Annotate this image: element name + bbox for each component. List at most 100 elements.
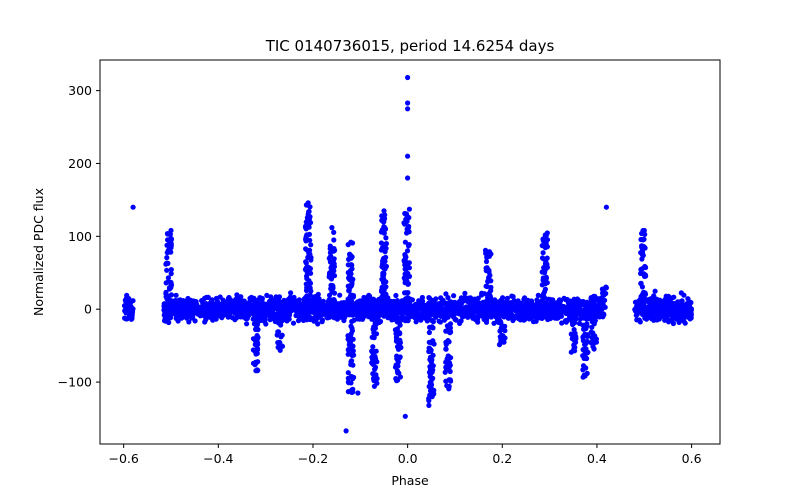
data-point <box>176 303 182 309</box>
data-point <box>164 267 170 273</box>
data-point <box>427 366 434 372</box>
data-point <box>202 319 208 325</box>
data-point <box>509 312 516 319</box>
data-point <box>502 323 508 329</box>
data-point <box>381 305 387 312</box>
data-point <box>599 286 606 292</box>
data-point <box>398 344 404 351</box>
data-point <box>213 315 219 321</box>
data-point <box>405 106 411 112</box>
data-point <box>530 319 537 325</box>
data-point <box>654 300 660 306</box>
data-point <box>123 295 129 302</box>
data-point <box>679 305 685 311</box>
data-point <box>308 298 314 304</box>
data-point <box>243 301 249 308</box>
data-point <box>405 153 411 159</box>
data-point <box>539 302 545 309</box>
data-point <box>648 303 655 309</box>
data-point <box>279 343 286 349</box>
data-point <box>316 296 322 302</box>
data-point <box>667 312 673 318</box>
data-point <box>165 275 171 281</box>
data-point <box>444 304 450 311</box>
data-point <box>426 348 432 355</box>
data-point <box>554 300 560 306</box>
y-tick-label: 0 <box>84 302 92 317</box>
data-point <box>420 306 426 312</box>
data-point <box>568 312 574 318</box>
data-point <box>426 398 432 404</box>
data-point <box>348 304 354 310</box>
chart-title: TIC 0140736015, period 14.6254 days <box>265 37 555 55</box>
data-point <box>329 289 335 295</box>
data-point <box>205 294 211 300</box>
data-point <box>592 333 598 339</box>
data-point <box>429 317 435 323</box>
data-point <box>268 302 274 308</box>
data-point <box>259 296 265 302</box>
data-point <box>345 309 351 315</box>
data-point <box>369 314 375 320</box>
data-point <box>545 296 552 302</box>
data-point <box>213 295 220 301</box>
data-point <box>491 312 497 318</box>
data-point <box>161 318 168 324</box>
data-point <box>243 311 249 317</box>
data-point <box>670 320 677 327</box>
data-point <box>165 247 171 253</box>
data-point <box>505 309 511 315</box>
data-point <box>328 282 334 288</box>
data-point <box>349 318 355 325</box>
data-point <box>541 294 547 300</box>
data-point <box>345 379 351 385</box>
data-point <box>492 297 498 303</box>
data-point <box>404 248 411 254</box>
data-point <box>671 300 677 307</box>
data-point <box>447 329 454 335</box>
data-point <box>167 310 173 316</box>
data-point <box>543 275 549 281</box>
data-point <box>582 348 588 354</box>
data-point <box>164 260 170 266</box>
y-tick-label: −100 <box>58 375 92 390</box>
data-point <box>580 322 586 328</box>
data-point <box>443 346 449 352</box>
data-point <box>380 256 386 263</box>
y-axis-label: Normalized PDC flux <box>31 188 46 316</box>
data-point <box>405 175 411 181</box>
data-point <box>319 319 325 325</box>
data-point <box>643 264 649 271</box>
data-point <box>688 315 694 321</box>
data-point <box>678 290 684 296</box>
data-point <box>533 311 539 317</box>
x-tick-label: 0.2 <box>492 451 512 466</box>
data-point <box>515 312 521 318</box>
data-point <box>499 307 505 313</box>
data-point <box>540 236 546 242</box>
data-point <box>648 308 654 314</box>
data-point <box>500 299 506 305</box>
data-point <box>447 368 453 375</box>
data-point <box>487 299 493 305</box>
data-point <box>393 362 399 368</box>
data-point <box>275 329 282 335</box>
data-point <box>410 309 416 315</box>
data-point <box>168 271 174 277</box>
data-point <box>535 300 541 306</box>
data-point <box>403 297 409 304</box>
data-point <box>264 292 270 298</box>
data-point <box>306 231 312 237</box>
data-point <box>412 314 418 320</box>
y-axis-ticks: −100 0 100 200 300 <box>58 83 100 390</box>
data-point <box>242 315 248 321</box>
data-point <box>163 291 169 297</box>
data-point <box>271 305 277 312</box>
data-point <box>168 235 174 241</box>
data-point <box>348 323 354 329</box>
data-point <box>308 242 314 248</box>
data-point <box>654 315 660 321</box>
data-point <box>383 235 389 241</box>
data-point <box>591 346 597 352</box>
